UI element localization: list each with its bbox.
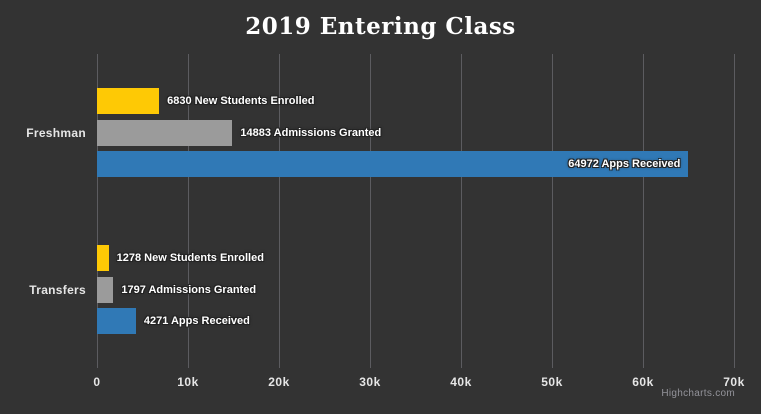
gridline [369,54,371,368]
x-axis-label: 40k [450,375,472,389]
x-axis-label: 20k [268,375,290,389]
highcharts-credit[interactable]: Highcharts.com [661,388,735,399]
x-axis-label: 50k [541,375,563,389]
data-label: 6830 New Students Enrolled [167,95,315,107]
bar[interactable] [97,119,233,146]
gridline [642,54,644,368]
bar[interactable] [97,276,114,303]
gridline [278,54,280,368]
x-axis-label: 70k [723,375,745,389]
bar[interactable] [97,308,136,334]
bar[interactable] [97,245,109,271]
x-axis-label: 30k [359,375,381,389]
x-axis-label: 10k [177,375,199,389]
category-label: Freshman [26,125,86,140]
gridline [733,54,735,368]
bar[interactable] [97,88,160,114]
bar[interactable] [97,151,689,177]
chart-title: 2019 Entering Class [245,13,516,40]
data-label: 1797 Admissions Granted [121,283,257,296]
data-label: 14883 Admissions Granted [240,126,382,139]
gridline [187,54,189,368]
data-label: 1278 New Students Enrolled [116,252,264,264]
data-label: 4271 Apps Received [143,315,250,327]
x-axis-label: 60k [632,375,654,389]
gridline [460,54,462,368]
data-label: 64972 Apps Received [568,158,681,170]
gridline [96,54,98,368]
gridline [551,54,553,368]
x-axis-label: 0 [93,375,101,389]
category-label: Transfers [29,282,86,297]
